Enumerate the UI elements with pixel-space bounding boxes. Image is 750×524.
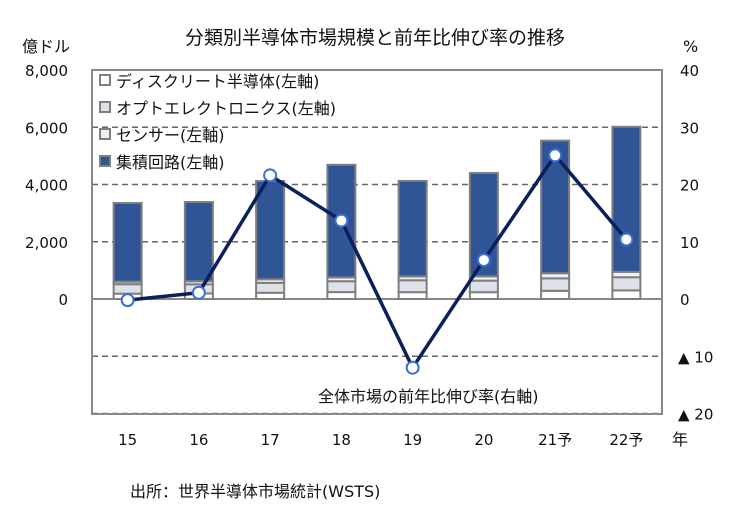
bar-1 bbox=[540, 277, 571, 292]
growth-line bbox=[127, 152, 628, 372]
bar-0 bbox=[468, 291, 499, 301]
right-tick-label: 20 bbox=[680, 177, 699, 195]
bar-0 bbox=[326, 291, 357, 301]
left-tick-label: 4,000 bbox=[25, 177, 68, 195]
chart-title: 分類別半導体市場規模と前年比伸び率の推移 bbox=[185, 27, 565, 49]
bar-3 bbox=[540, 139, 571, 275]
source-note: 出所：世界半導体市場統計(WSTS) bbox=[130, 482, 380, 501]
bar-0 bbox=[397, 291, 428, 301]
legend-swatch bbox=[99, 128, 111, 140]
bar-0 bbox=[540, 289, 571, 301]
plot-frame bbox=[91, 69, 663, 415]
right-tick-label: 10 bbox=[680, 234, 699, 252]
legend-label: オプトエレクトロニクス(左軸) bbox=[116, 99, 336, 118]
legend-label: ディスクリート半導体(左軸) bbox=[116, 72, 319, 91]
left-tick-label: 0 bbox=[58, 291, 68, 309]
left-axis-unit: 億ドル bbox=[22, 37, 70, 56]
growth-point bbox=[405, 360, 420, 375]
right-tick-label: 40 bbox=[680, 62, 699, 80]
right-tick-label: 0 bbox=[680, 291, 690, 309]
x-tick-label: 21予 bbox=[538, 431, 572, 449]
x-axis-unit: 年 bbox=[672, 430, 688, 449]
legend-label: 集積回路(左軸) bbox=[116, 153, 225, 172]
right-tick-label: 30 bbox=[680, 119, 699, 137]
bar-1 bbox=[255, 281, 286, 294]
bar-3 bbox=[112, 202, 143, 283]
x-tick-label: 19 bbox=[403, 431, 422, 449]
x-tick-label: 15 bbox=[118, 431, 137, 449]
bar-3 bbox=[611, 125, 642, 273]
bar-1 bbox=[468, 279, 499, 294]
x-tick-label: 16 bbox=[189, 431, 208, 449]
legend-swatch bbox=[99, 74, 111, 86]
bar-0 bbox=[611, 289, 642, 301]
growth-point bbox=[263, 168, 278, 183]
left-tick-label: 2,000 bbox=[25, 234, 68, 252]
left-tick-label: 8,000 bbox=[25, 62, 68, 80]
line-label: 全体市場の前年比伸び率(右軸) bbox=[318, 387, 539, 406]
bar-1 bbox=[112, 283, 143, 295]
bar-1 bbox=[326, 280, 357, 294]
x-tick-label: 17 bbox=[261, 431, 280, 449]
left-tick-label: 6,000 bbox=[25, 119, 68, 137]
bar-3 bbox=[183, 201, 214, 283]
growth-point bbox=[191, 285, 206, 300]
growth-point bbox=[120, 293, 135, 308]
bar-3 bbox=[255, 180, 286, 281]
growth-point bbox=[548, 148, 563, 163]
growth-point bbox=[619, 232, 634, 247]
legend-swatch bbox=[99, 101, 111, 113]
legend-label: センサー(左軸) bbox=[116, 126, 225, 145]
bar-1 bbox=[397, 279, 428, 294]
legend-swatch bbox=[99, 155, 111, 167]
bar-3 bbox=[397, 179, 428, 278]
right-axis-unit: % bbox=[683, 37, 698, 56]
x-tick-label: 20 bbox=[474, 431, 493, 449]
right-tick-label: ▲ 20 bbox=[678, 406, 713, 424]
right-tick-label: ▲ 10 bbox=[678, 348, 713, 366]
growth-point bbox=[334, 213, 349, 228]
growth-point bbox=[476, 253, 491, 268]
x-tick-label: 18 bbox=[332, 431, 351, 449]
bar-1 bbox=[611, 276, 642, 292]
bar-3 bbox=[326, 163, 357, 279]
x-tick-label: 22予 bbox=[609, 431, 643, 449]
